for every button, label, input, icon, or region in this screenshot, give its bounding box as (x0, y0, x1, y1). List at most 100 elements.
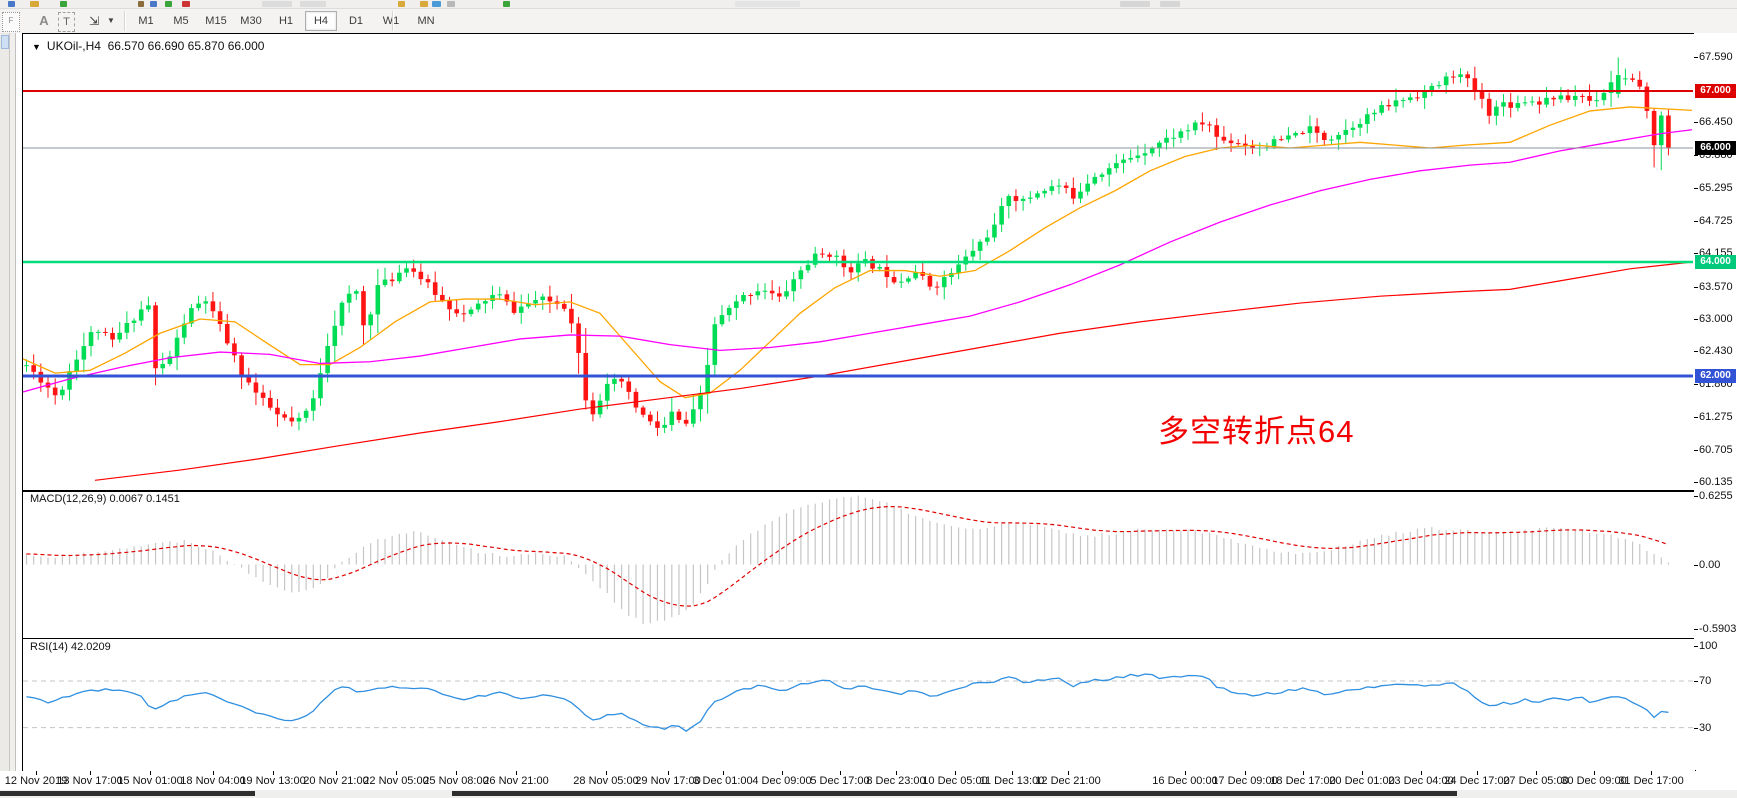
rsi-label: RSI(14) 42.0209 (30, 641, 111, 653)
chevron-down-icon[interactable]: ▼ (107, 16, 115, 25)
time-axis-label: 4 Dec 09:00 (752, 775, 812, 787)
time-axis-label: 23 Dec 04:00 (1388, 775, 1454, 787)
time-axis-label: 17 Dec 09:00 (1212, 775, 1278, 787)
time-axis-tickmark (1012, 771, 1013, 775)
axis-tickmark (1694, 646, 1698, 647)
panel-tile (1, 35, 9, 49)
timeframe-buttons: M1 M5 M15 M30 H1 H4 D1 W1 MN (130, 11, 445, 31)
icon-fragment (30, 1, 39, 7)
icon-fragment (432, 1, 441, 7)
text-label-icon[interactable]: A (39, 13, 49, 28)
price-axis-tick: 61.275 (1699, 411, 1733, 424)
time-axis-tickmark (1594, 771, 1595, 775)
rsi-pane[interactable] (22, 638, 1696, 772)
time-axis-label: 22 Nov 05:00 (363, 775, 429, 787)
axis-tickmark (1694, 496, 1698, 498)
time-axis-tickmark (213, 771, 214, 775)
timeframe-button-M1[interactable]: M1 (138, 15, 154, 27)
time-axis-tickmark (1477, 771, 1478, 775)
price-axis[interactable]: 67.59066.45065.88065.29564.72564.15563.5… (1694, 33, 1737, 770)
time-axis-tickmark (668, 771, 669, 775)
icon-fragment (165, 1, 172, 7)
axis-tickmark (1694, 319, 1698, 320)
text-box-icon[interactable]: T (58, 12, 75, 32)
time-axis-tickmark (1068, 771, 1069, 775)
time-axis-tickmark (273, 771, 274, 775)
time-axis-tickmark (516, 771, 517, 775)
macd-axis-tick: 0.00 (1699, 558, 1721, 571)
axis-tickmark (1694, 188, 1698, 190)
price-pane[interactable] (22, 33, 1696, 491)
timeframe-button-MN[interactable]: MN (417, 15, 435, 27)
cutoff-toolbar-row (0, 0, 1737, 9)
time-axis-tickmark (36, 771, 37, 775)
axis-tickmark (1694, 220, 1698, 222)
axis-tickmark (1694, 417, 1698, 419)
icon-fragment (503, 1, 510, 7)
window-frame-line (15, 33, 16, 790)
time-axis-label: 11 Dec 13:00 (979, 775, 1045, 787)
price-axis-tick: 60.705 (1699, 443, 1733, 456)
icon-fragment (1120, 1, 1150, 7)
time-axis-tickmark (1536, 771, 1537, 775)
timeframe-button-M5[interactable]: M5 (173, 15, 189, 27)
icon-fragment (262, 1, 292, 7)
macd-axis-tick: -0.5903 (1699, 623, 1737, 636)
time-axis-tickmark (90, 771, 91, 775)
timeframe-button-W1[interactable]: W1 (382, 15, 400, 27)
icon-fragment (138, 1, 144, 7)
macd-pane[interactable] (22, 491, 1696, 639)
time-axis-label: 28 Nov 05:00 (573, 775, 639, 787)
time-axis-label: 10 Dec 05:00 (922, 775, 988, 787)
icon-fragment (300, 1, 326, 7)
time-axis-tickmark (723, 771, 724, 775)
price-badge-62.000: 62.000 (1695, 369, 1736, 383)
timeframe-button-H1[interactable]: H1 (278, 15, 294, 27)
frame-segment (452, 791, 1457, 796)
time-axis-tickmark (782, 771, 783, 775)
timeframe-button-D1[interactable]: D1 (348, 15, 364, 27)
timeframe-button-M30[interactable]: M30 (240, 15, 262, 27)
arrow-tools-icon[interactable]: ⇲ (88, 14, 100, 28)
axis-tickmark (1694, 449, 1698, 451)
macd-axis-tick: 0.6255 (1699, 490, 1733, 503)
icon-fragment (8, 1, 15, 7)
timeframe-button-M15[interactable]: M15 (205, 15, 227, 27)
bottom-window-frame (0, 790, 1737, 798)
price-axis-tick: 67.590 (1699, 51, 1733, 64)
price-chart-canvas[interactable] (23, 34, 1693, 488)
candles-layer (24, 57, 1671, 436)
time-axis-label: 5 Dec 17:00 (810, 775, 870, 787)
timeframe-button-H4[interactable]: H4 (305, 11, 337, 31)
time-axis-label: 18 Nov 04:00 (180, 775, 246, 787)
time-axis-label: 31 Dec 17:00 (1618, 775, 1684, 787)
annotation-text[interactable]: 多空转折点64 (1158, 414, 1355, 449)
axis-tickmark (1694, 122, 1698, 124)
axis-tickmark (1694, 564, 1698, 566)
time-axis-label: 3 Dec 01:00 (693, 775, 753, 787)
price-axis-tick: 65.295 (1699, 182, 1733, 195)
time-axis-tickmark (1185, 771, 1186, 775)
time-axis-tickmark (336, 771, 337, 775)
icon-fragment (420, 1, 428, 7)
ma-fast-orange-line (23, 106, 1693, 399)
time-axis-tickmark (456, 771, 457, 775)
ma-mid-magenta-line (23, 129, 1693, 393)
snap-grid-icon[interactable]: F (2, 12, 20, 32)
rsi-canvas[interactable] (23, 639, 1693, 768)
axis-tickmark (1694, 482, 1698, 484)
axis-tickmark (1694, 629, 1698, 631)
time-axis-tickmark (1421, 771, 1422, 775)
price-badge-64.000: 64.000 (1695, 255, 1736, 269)
time-axis-label: 12 Nov 2019 (4, 775, 68, 787)
time-axis[interactable]: 12 Nov 2019 13 Nov 17:00 15 Nov 01:00 18 No… (0, 771, 1737, 790)
time-axis-label: 16 Dec 00:00 (1152, 775, 1218, 787)
axis-tickmark (1694, 681, 1698, 682)
macd-canvas[interactable] (23, 492, 1693, 636)
time-axis-label: 8 Dec 23:00 (866, 775, 926, 787)
rsi-line (26, 673, 1669, 732)
chevron-down-icon[interactable]: ▼ (32, 42, 41, 52)
price-axis-tick: 60.135 (1699, 476, 1733, 489)
icon-fragment (182, 1, 190, 7)
